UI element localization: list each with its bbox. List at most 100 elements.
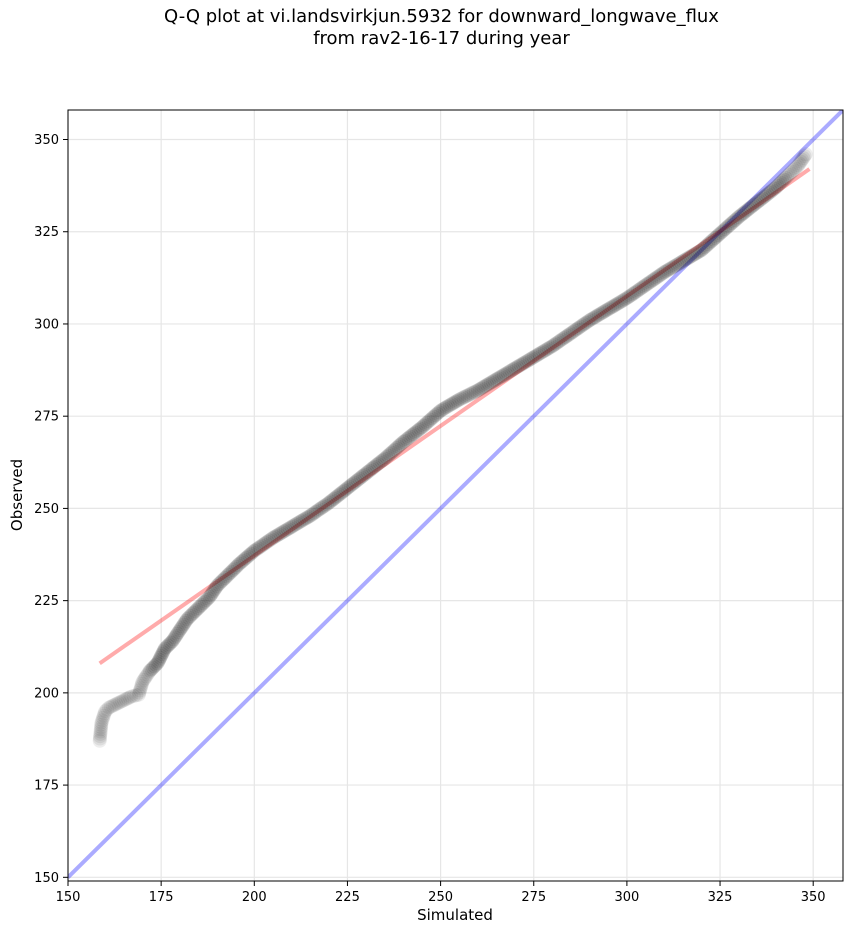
qq-point [560,328,575,343]
qq-point [562,327,577,342]
qq-point [258,536,273,551]
x-axis-label: Simulated [417,906,493,924]
qq-point [247,543,262,558]
qq-point [460,388,475,403]
qq-point [421,414,436,429]
qq-point [713,226,727,241]
qq-point [418,417,433,432]
qq-point [232,556,247,571]
qq-point [229,559,244,574]
qq-point [668,258,683,273]
qq-point [697,240,712,255]
qq-point [362,463,377,478]
qq-point [224,564,239,579]
qq-point [332,487,346,502]
qq-point [256,537,271,552]
qq-point [470,383,485,398]
qq-point [510,360,524,375]
qq-point [118,692,133,707]
qq-point [124,689,139,704]
qq-point [745,199,760,214]
qq-point [107,697,122,712]
qq-point [762,185,777,200]
qq-point [199,593,214,608]
qq-point [155,647,170,662]
qq-point [226,563,240,578]
qq-point [426,409,441,424]
qq-point [406,427,421,441]
qq-point [252,540,267,554]
qq-point [310,503,325,518]
qq-point [504,363,519,378]
qq-point [515,356,530,371]
qq-point [143,663,157,678]
qq-point [376,453,390,467]
qq-point [360,465,375,479]
qq-point [547,337,562,352]
qq-point [442,398,457,413]
qq-point [738,204,753,219]
qq-point [326,491,341,506]
x-tick-label: 250 [428,890,453,905]
qq-point [597,304,612,319]
qq-point [301,509,316,524]
qq-point [338,482,353,497]
x-tick-label: 275 [521,890,546,905]
qq-point [147,659,162,674]
qq-point [664,260,679,275]
qq-point [723,217,738,232]
qq-point [93,726,108,741]
qq-point [752,193,766,208]
qq-point [659,264,673,279]
qq-point [430,406,445,421]
qq-point [786,163,801,178]
qq-point [403,429,418,444]
qq-point [245,545,260,560]
qq-point [556,331,571,346]
qq-point [644,274,659,289]
qq-point [733,208,748,223]
qq-point [134,679,149,694]
qq-point [571,321,586,335]
qq-point [781,167,796,182]
x-tick-label: 325 [708,890,733,905]
qq-point [201,591,215,606]
qq-point [631,283,646,298]
qq-point [517,355,532,370]
qq-point [244,546,258,561]
qq-point [260,534,275,549]
qq-point [537,343,552,358]
qq-point [687,247,701,262]
qq-point [636,279,651,294]
qq-point [500,365,515,380]
qq-point [599,303,614,318]
qq-point [206,584,221,599]
qq-point [306,506,321,521]
qq-point [153,650,168,665]
qq-point [770,178,785,193]
qq-point [374,454,389,469]
qq-point [235,553,250,568]
qq-point [524,351,539,366]
qq-point [495,369,510,383]
qq-point [480,377,495,392]
qq-point [116,693,131,708]
qq-point [425,411,440,426]
qq-point [221,567,236,582]
qq-point [685,248,700,263]
qq-point [590,308,605,323]
qq-point [372,455,387,470]
qq-point [364,462,379,477]
qq-point [677,253,692,268]
qq-point [588,310,603,324]
qq-point [159,640,174,655]
qq-point [174,621,188,636]
qq-point [132,685,147,700]
qq-point [758,188,773,203]
qq-point [775,174,790,189]
qq-point [251,541,265,556]
qq-point [316,499,331,514]
qq-point [218,571,232,585]
qq-point [415,420,429,435]
qq-point [387,442,402,457]
